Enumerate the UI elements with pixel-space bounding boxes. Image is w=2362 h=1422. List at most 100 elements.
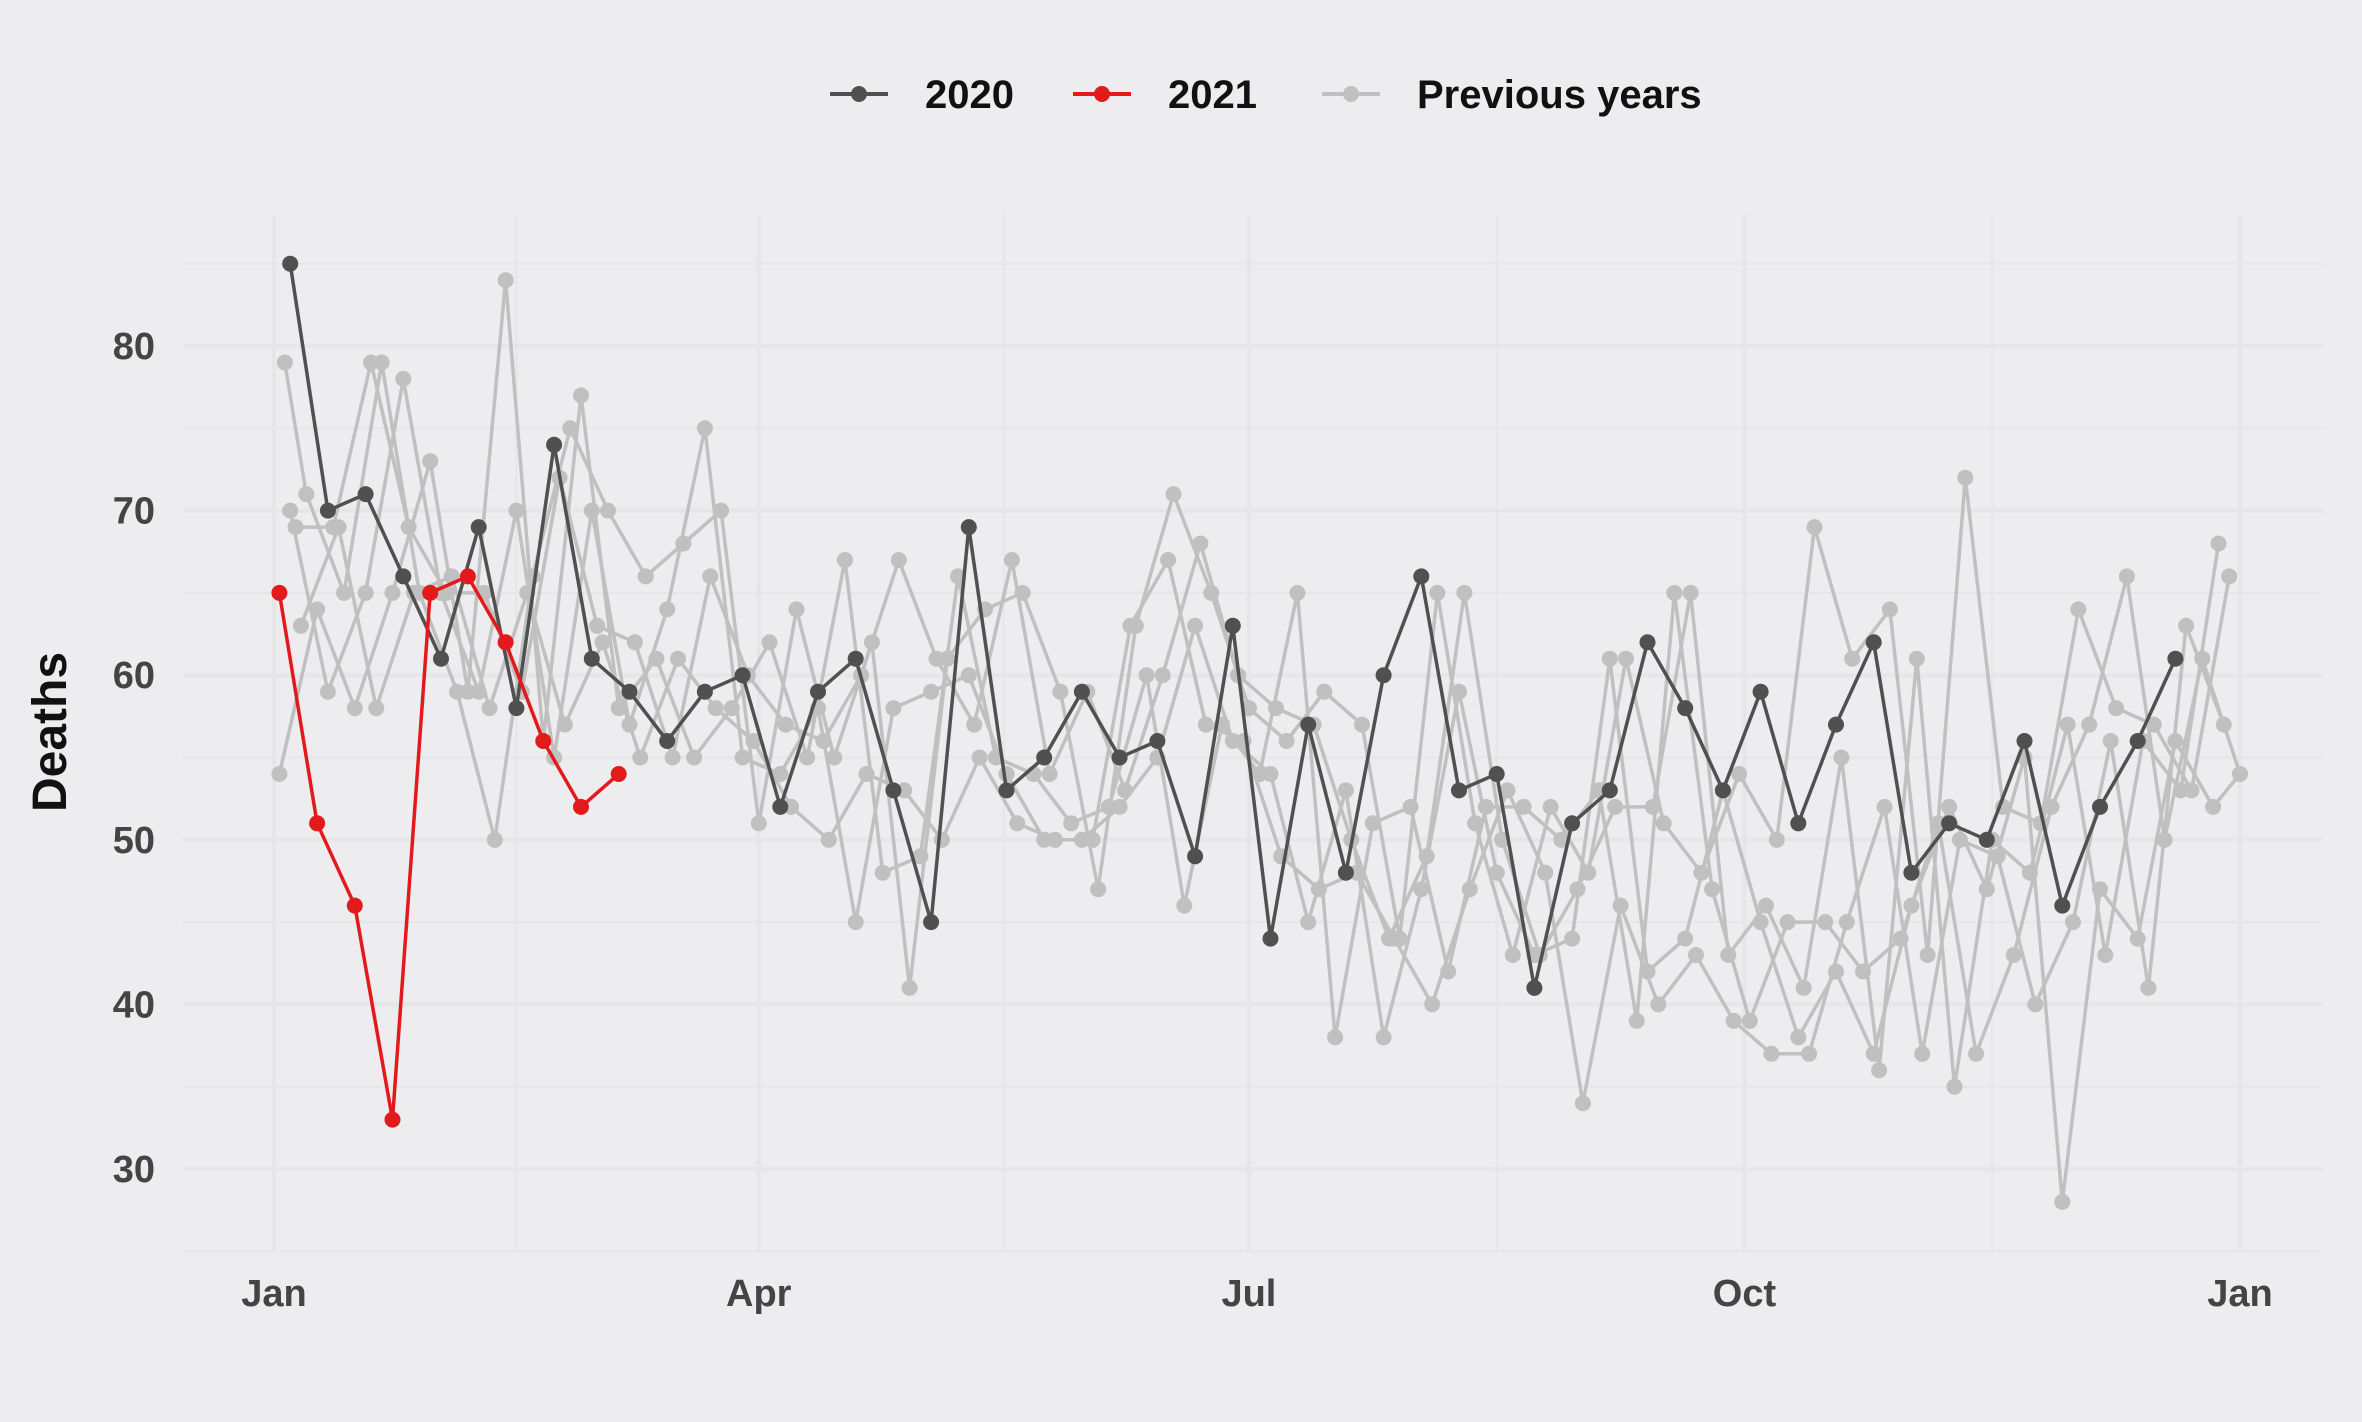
data-point bbox=[777, 716, 794, 733]
data-point bbox=[395, 370, 412, 387]
data-point bbox=[696, 683, 713, 700]
data-point bbox=[1052, 683, 1069, 700]
data-point bbox=[271, 766, 288, 782]
data-point bbox=[2059, 716, 2076, 733]
data-point bbox=[1364, 815, 1381, 832]
data-point bbox=[1741, 1012, 1758, 1029]
data-point bbox=[1704, 881, 1721, 898]
data-point bbox=[2005, 947, 2022, 963]
grid bbox=[183, 215, 2323, 1253]
data-point bbox=[1612, 897, 1629, 914]
data-point bbox=[1451, 683, 1467, 700]
data-point bbox=[2232, 766, 2248, 782]
data-point bbox=[1262, 766, 1279, 782]
data-point bbox=[1337, 782, 1354, 799]
data-point bbox=[433, 650, 449, 667]
data-point bbox=[1073, 683, 1090, 700]
data-point bbox=[1795, 979, 1812, 996]
data-point bbox=[368, 700, 385, 717]
data-point bbox=[1601, 782, 1618, 799]
data-point bbox=[1488, 864, 1505, 881]
data-point bbox=[1515, 798, 1532, 815]
data-point bbox=[1542, 798, 1559, 815]
data-point bbox=[1779, 914, 1796, 931]
y-tick-label: 30 bbox=[113, 1149, 155, 1191]
data-point bbox=[890, 552, 907, 568]
data-point bbox=[384, 1111, 401, 1128]
data-point bbox=[2065, 914, 2081, 931]
data-point bbox=[2043, 798, 2060, 815]
data-point bbox=[1806, 519, 1823, 536]
data-point bbox=[686, 749, 703, 766]
data-point bbox=[1090, 881, 1107, 898]
x-tick-label: Apr bbox=[726, 1273, 792, 1315]
data-point bbox=[820, 831, 837, 848]
data-point bbox=[858, 766, 875, 782]
data-point bbox=[319, 683, 336, 700]
data-point bbox=[2054, 1193, 2071, 1210]
series-line bbox=[295, 360, 2221, 1089]
data-point bbox=[610, 766, 627, 782]
data-point bbox=[1564, 930, 1581, 947]
data-point bbox=[1844, 650, 1861, 667]
data-point bbox=[486, 831, 503, 848]
data-point bbox=[1865, 634, 1882, 651]
data-point bbox=[1876, 798, 1893, 815]
data-point bbox=[1677, 930, 1694, 947]
series-4 bbox=[292, 519, 2232, 1112]
data-point bbox=[1154, 667, 1171, 684]
data-point bbox=[292, 617, 309, 634]
series-line bbox=[299, 525, 2226, 1105]
data-point bbox=[384, 584, 401, 601]
data-point bbox=[1601, 650, 1618, 667]
data-point bbox=[1903, 897, 1920, 914]
data-point bbox=[1919, 947, 1936, 963]
data-point bbox=[1968, 1045, 1985, 1062]
data-point bbox=[1467, 815, 1484, 832]
data-point bbox=[810, 683, 826, 700]
data-point bbox=[966, 716, 983, 733]
data-point bbox=[1828, 716, 1844, 733]
data-point bbox=[271, 584, 288, 601]
data-point bbox=[2102, 733, 2119, 749]
series-6 bbox=[271, 568, 627, 1128]
data-point bbox=[637, 568, 654, 585]
data-point bbox=[2118, 568, 2135, 585]
data-point bbox=[1526, 979, 1543, 996]
data-point bbox=[1682, 584, 1699, 601]
data-point bbox=[1790, 815, 1807, 832]
x-tick-label: Jan bbox=[2207, 1273, 2272, 1315]
data-point bbox=[1978, 831, 1995, 848]
data-point bbox=[600, 502, 616, 519]
data-point bbox=[1003, 552, 1020, 568]
data-point bbox=[912, 848, 929, 865]
data-point bbox=[2097, 947, 2114, 963]
data-point bbox=[594, 634, 611, 651]
data-point bbox=[1451, 782, 1467, 799]
data-point bbox=[1688, 947, 1704, 963]
data-point bbox=[1537, 864, 1554, 881]
data-point bbox=[1499, 782, 1516, 799]
data-point bbox=[1187, 617, 1204, 634]
data-point bbox=[562, 420, 579, 437]
data-point bbox=[1192, 535, 1209, 552]
data-point bbox=[1375, 667, 1392, 684]
data-point bbox=[1375, 1029, 1392, 1046]
data-point bbox=[470, 519, 487, 536]
data-point bbox=[847, 914, 864, 931]
data-point bbox=[282, 255, 299, 272]
data-point bbox=[1036, 749, 1053, 766]
data-point bbox=[1946, 1078, 1963, 1095]
data-point bbox=[772, 798, 789, 815]
data-point bbox=[1504, 947, 1521, 963]
data-point bbox=[1564, 815, 1581, 832]
data-point bbox=[1768, 831, 1785, 848]
data-point bbox=[664, 749, 681, 766]
data-point bbox=[2070, 601, 2087, 618]
data-point bbox=[1752, 683, 1769, 700]
data-point bbox=[2092, 798, 2108, 815]
data-point bbox=[346, 700, 363, 717]
data-point bbox=[336, 584, 352, 601]
